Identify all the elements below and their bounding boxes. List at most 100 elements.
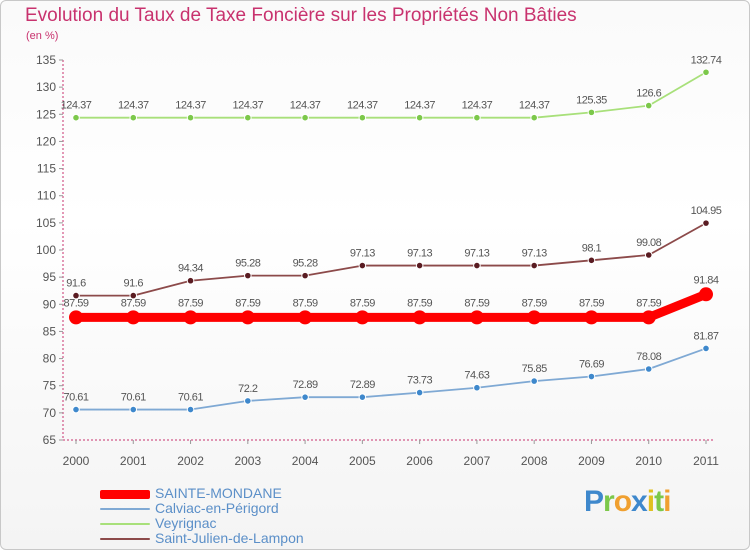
x-tick-label: 2011: [693, 454, 719, 468]
data-label-veyrignac: 124.37: [347, 100, 378, 112]
logo-letter: t: [654, 485, 664, 518]
data-label-saint-julien-de-lampon: 99.08: [636, 237, 661, 249]
data-label-saint-julien-de-lampon: 91.6: [124, 278, 144, 290]
data-label-saint-julien-de-lampon: 94.34: [178, 263, 203, 275]
legend-label: Calviac-en-Périgord: [155, 500, 279, 516]
data-label-calviac-en-p-rigord: 75.85: [522, 363, 547, 375]
series-line-saint-julien-de-lampon: [75, 222, 707, 297]
data-label-sainte-mondane: 87.59: [464, 297, 489, 309]
data-label-veyrignac: 124.37: [175, 100, 206, 112]
data-point-sainte-mondane: [527, 310, 542, 325]
legend-label: SAINTE-MONDANE: [155, 485, 282, 501]
x-tick-label: 2006: [406, 454, 433, 468]
logo-letter: i: [646, 485, 655, 518]
data-label-saint-julien-de-lampon: 95.28: [235, 258, 260, 270]
data-label-sainte-mondane: 87.59: [579, 297, 604, 309]
data-label-calviac-en-p-rigord: 73.73: [407, 375, 432, 387]
data-label-veyrignac: 124.37: [232, 100, 263, 112]
series-line-calviac-en-p-rigord: [75, 347, 707, 411]
data-point-saint-julien-de-lampon: [415, 261, 424, 270]
data-label-sainte-mondane: 87.59: [178, 297, 203, 309]
data-label-sainte-mondane: 91.84: [693, 274, 718, 286]
data-label-sainte-mondane: 87.59: [522, 297, 547, 309]
data-label-calviac-en-p-rigord: 81.87: [693, 330, 718, 342]
data-point-veyrignac: [129, 113, 138, 122]
data-label-sainte-mondane: 87.59: [293, 297, 318, 309]
data-point-sainte-mondane: [298, 310, 313, 325]
data-label-sainte-mondane: 87.59: [636, 297, 661, 309]
x-tick-label: 2009: [578, 454, 605, 468]
data-point-calviac-en-p-rigord: [186, 405, 195, 414]
y-tick-label: 100: [36, 243, 56, 257]
y-tick-label: 65: [43, 433, 57, 447]
data-point-calviac-en-p-rigord: [530, 377, 538, 385]
data-point-veyrignac: [415, 113, 424, 122]
data-point-saint-julien-de-lampon: [702, 219, 710, 227]
legend-swatch: [100, 490, 150, 499]
data-label-veyrignac: 124.37: [519, 100, 550, 112]
data-point-veyrignac: [644, 101, 653, 110]
data-point-sainte-mondane: [699, 287, 713, 302]
data-label-veyrignac: 132.74: [691, 54, 722, 66]
y-tick-label: 135: [36, 53, 56, 67]
legend-swatch: [100, 538, 150, 540]
y-tick-label: 70: [43, 406, 57, 420]
data-point-calviac-en-p-rigord: [587, 372, 596, 381]
data-label-sainte-mondane: 87.59: [407, 297, 432, 309]
data-point-sainte-mondane: [584, 310, 599, 325]
data-label-sainte-mondane: 87.59: [350, 297, 375, 309]
data-point-calviac-en-p-rigord: [129, 405, 138, 414]
x-tick-label: 2002: [177, 454, 204, 468]
data-point-sainte-mondane: [355, 310, 370, 325]
data-point-sainte-mondane: [469, 310, 484, 325]
data-point-saint-julien-de-lampon: [358, 261, 367, 270]
data-point-veyrignac: [473, 113, 481, 122]
data-point-calviac-en-p-rigord: [415, 388, 424, 397]
data-point-veyrignac: [186, 113, 195, 122]
data-point-sainte-mondane: [183, 310, 198, 325]
logo-letter: r: [603, 485, 615, 518]
logo-letter: o: [613, 485, 632, 518]
data-label-calviac-en-p-rigord: 72.89: [293, 379, 318, 391]
data-label-sainte-mondane: 87.59: [235, 297, 260, 309]
chart-title: Evolution du Taux de Taxe Foncière sur l…: [25, 5, 577, 26]
data-point-calviac-en-p-rigord: [358, 393, 367, 401]
data-label-veyrignac: 124.37: [404, 100, 435, 112]
logo-letter: P: [584, 485, 604, 518]
data-label-calviac-en-p-rigord: 76.69: [579, 359, 604, 371]
x-tick-label: 2008: [521, 454, 548, 468]
data-label-saint-julien-de-lampon: 97.13: [407, 248, 432, 260]
data-point-saint-julien-de-lampon: [587, 256, 596, 265]
y-tick-label: 105: [36, 216, 56, 230]
data-point-saint-julien-de-lampon: [244, 271, 252, 280]
data-point-sainte-mondane: [641, 310, 656, 325]
data-point-calviac-en-p-rigord: [301, 393, 309, 401]
data-label-veyrignac: 125.35: [576, 94, 607, 106]
data-point-sainte-mondane: [126, 310, 141, 325]
y-tick-label: 125: [36, 107, 56, 121]
x-tick-label: 2001: [120, 454, 147, 468]
data-point-calviac-en-p-rigord: [244, 397, 252, 405]
data-point-veyrignac: [702, 68, 710, 77]
x-tick-label: 2005: [349, 454, 376, 468]
data-point-calviac-en-p-rigord: [644, 365, 653, 373]
data-point-sainte-mondane: [412, 310, 427, 325]
x-tick-label: 2004: [292, 454, 319, 468]
y-tick-label: 75: [43, 379, 57, 393]
data-label-calviac-en-p-rigord: 70.61: [63, 392, 88, 404]
data-label-saint-julien-de-lampon: 97.13: [350, 248, 375, 260]
data-point-sainte-mondane: [240, 310, 255, 325]
data-label-saint-julien-de-lampon: 98.1: [582, 242, 602, 254]
data-point-saint-julien-de-lampon: [473, 261, 481, 270]
data-label-veyrignac: 126.6: [636, 88, 661, 100]
data-label-saint-julien-de-lampon: 95.28: [293, 258, 318, 270]
legend-label: Saint-Julien-de-Lampon: [155, 530, 304, 546]
y-tick-label: 110: [37, 189, 56, 203]
data-label-sainte-mondane: 87.59: [121, 297, 146, 309]
data-label-calviac-en-p-rigord: 78.08: [636, 351, 661, 363]
data-label-saint-julien-de-lampon: 91.6: [66, 278, 86, 290]
data-point-veyrignac: [587, 108, 596, 117]
y-tick-label: 85: [43, 324, 57, 338]
